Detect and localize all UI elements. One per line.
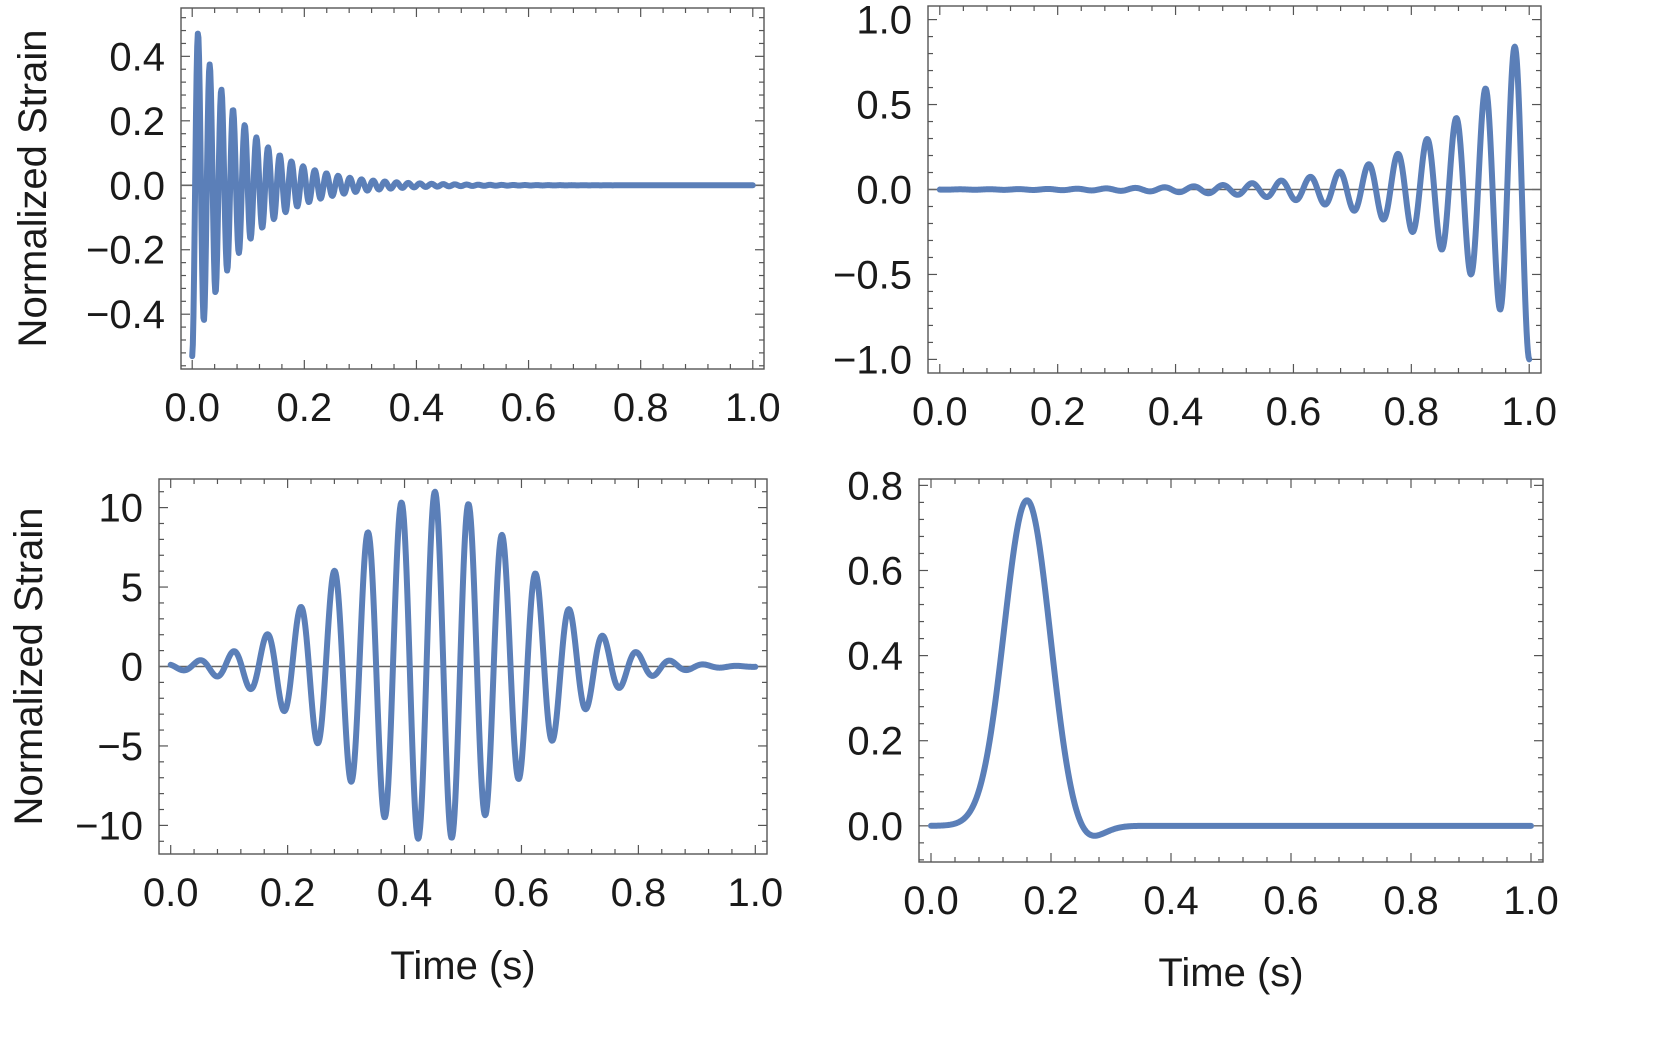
y-tick-label: 5	[121, 566, 143, 610]
y-tick-label: 0.8	[847, 464, 903, 508]
x-tick-label: 0.2	[260, 871, 316, 915]
x-tick-label: 0.6	[1266, 390, 1322, 434]
x-tick-label: 0.0	[912, 390, 968, 434]
panel-top-left: 0.0 0.2 0.4 0.6 0.8 1.0 0.4 0.2 0.0 −0.2 −0.4 Norma…	[11, 7, 781, 430]
x-tick-label: 0.8	[613, 386, 669, 430]
x-tick-label: 0.6	[501, 386, 557, 430]
x-tick-label: 0.4	[389, 386, 445, 430]
x-axis-label: Time (s)	[390, 944, 535, 988]
y-tick-label: 0.6	[847, 549, 903, 593]
y-tick-label: −10	[75, 804, 143, 848]
x-tick-label: 0.8	[1384, 390, 1440, 434]
y-tick-label: −5	[97, 725, 143, 769]
y-tick-label: −0.2	[86, 229, 165, 273]
x-tick-label: 0.4	[1143, 879, 1199, 923]
y-axis-label: Normalized Strain	[11, 30, 55, 348]
x-tick-label: 0.6	[494, 871, 550, 915]
x-tick-label: 0.8	[1383, 879, 1439, 923]
y-tick-label: −1.0	[833, 338, 912, 382]
x-tick-label: 1.0	[1501, 390, 1557, 434]
x-tick-label: 0.6	[1263, 879, 1319, 923]
x-tick-label: 0.4	[1148, 390, 1204, 434]
x-tick-label: 0.0	[143, 871, 199, 915]
y-tick-label: 0.2	[847, 720, 903, 764]
x-tick-label: 1.0	[725, 386, 781, 430]
series-line	[936, 43, 1533, 363]
plot-frame	[918, 478, 1544, 863]
y-tick-label: −0.5	[833, 253, 912, 297]
y-tick-label: 0.5	[856, 84, 912, 128]
y-tick-label: 0	[121, 646, 143, 690]
x-tick-label: 0.0	[903, 879, 959, 923]
x-tick-label: 0.4	[377, 871, 433, 915]
x-tick-label: 1.0	[728, 871, 784, 915]
y-tick-label: 0.4	[847, 635, 903, 679]
y-axis-label: Normalized Strain	[7, 508, 51, 826]
panel-top-right: 0.0 0.2 0.4 0.6 0.8 1.0 1.0 0.5 0.0 −0.5 −1.0	[833, 0, 1557, 434]
y-tick-label: 1.0	[856, 0, 912, 43]
y-tick-label: 0.0	[856, 169, 912, 213]
panel-bottom-left: 0.0 0.2 0.4 0.6 0.8 1.0 10 5 0 −5 −10 Normalized St…	[7, 478, 784, 988]
x-tick-label: 0.2	[1023, 879, 1079, 923]
x-tick-label: 0.8	[611, 871, 667, 915]
x-axis-label: Time (s)	[1158, 951, 1303, 995]
x-tick-label: 1.0	[1503, 879, 1559, 923]
y-tick-label: 0.0	[109, 164, 165, 208]
x-tick-label: 0.2	[277, 386, 333, 430]
series-line	[189, 30, 756, 360]
x-tick-label: 0.2	[1030, 390, 1086, 434]
x-tick-label: 0.0	[164, 386, 220, 430]
y-tick-label: −0.4	[86, 293, 165, 337]
plot-frame	[180, 7, 765, 370]
y-tick-label: 0.4	[109, 35, 165, 79]
panel-bottom-right: 0.0 0.2 0.4 0.6 0.8 1.0 0.8 0.6 0.4 0.2 0.0 Time (s…	[847, 464, 1558, 995]
series-line	[167, 488, 759, 842]
y-tick-label: 0.2	[109, 100, 165, 144]
series-line	[928, 497, 1534, 839]
y-tick-label: 10	[99, 487, 144, 531]
y-tick-label: 0.0	[847, 805, 903, 849]
